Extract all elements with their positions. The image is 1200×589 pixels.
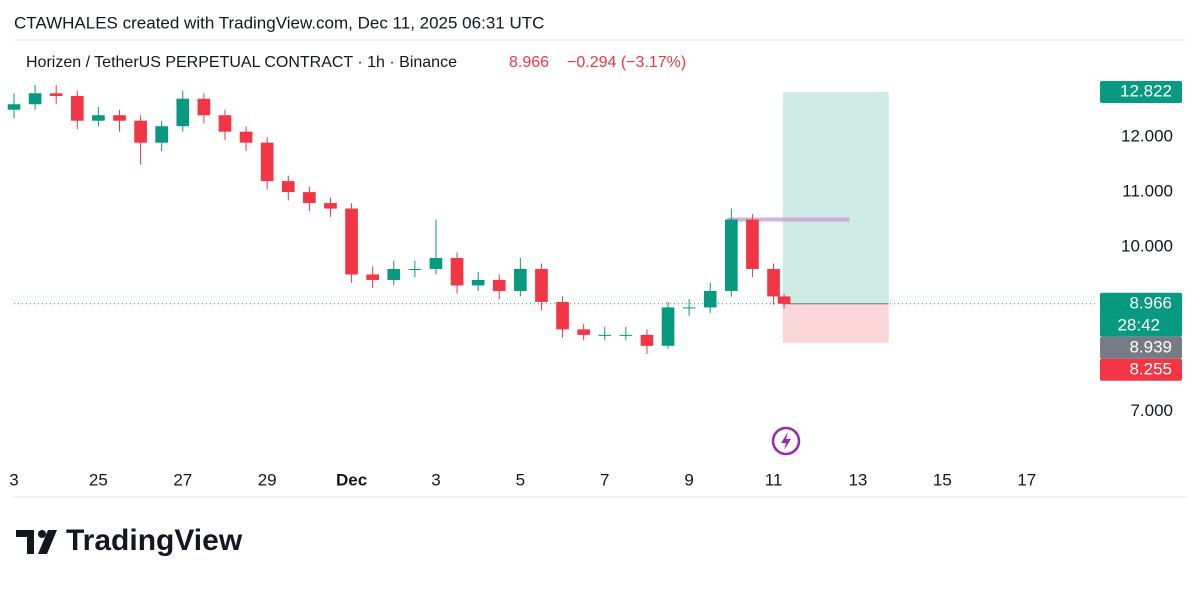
candle-body [7, 104, 21, 110]
price-countdown: 28:42 [1117, 315, 1160, 334]
candle-body [450, 257, 464, 286]
candle-body [218, 115, 232, 132]
y-tick-label: 11.000 [1122, 182, 1173, 201]
candle-body [682, 307, 696, 309]
candle-body [598, 334, 612, 336]
price-label: 8.255 [1129, 359, 1172, 378]
candle-body [471, 279, 485, 286]
legend-price: 8.966 [509, 54, 549, 71]
price-label-box [1100, 292, 1182, 337]
candle-body [281, 181, 295, 193]
price-label: 8.939 [1129, 337, 1172, 356]
x-tick-label: 27 [173, 470, 192, 489]
candle-body [556, 301, 569, 330]
legend-title: Horizen / TetherUS PERPETUAL CONTRACT · … [26, 54, 457, 71]
candle-body [134, 120, 147, 143]
candle-body [366, 274, 379, 280]
candle-body [661, 307, 675, 346]
candle-body [703, 290, 717, 308]
candle-body [324, 203, 337, 209]
candle-body [239, 131, 253, 143]
candle-body [49, 93, 63, 97]
x-tick-label: 9 [684, 470, 693, 489]
candle-body [767, 268, 780, 297]
candle-body [176, 98, 190, 127]
candle-body [387, 268, 401, 280]
y-tick-label: 10.000 [1121, 236, 1173, 255]
candle-body [429, 257, 443, 269]
price-label: 12.822 [1120, 82, 1172, 101]
price-label-box [1100, 81, 1182, 104]
price-label-box [1100, 358, 1182, 381]
candle-body [92, 115, 105, 121]
legend-change: −0.294 (−3.17%) [567, 54, 686, 71]
candle-body [345, 208, 358, 275]
price-label-box [1100, 336, 1182, 359]
candle-body [777, 296, 791, 304]
candle-body [514, 268, 527, 291]
x-tick-label: Dec [336, 470, 367, 489]
x-tick-label: 11 [765, 470, 783, 489]
logo-mark [16, 530, 57, 554]
x-tick-label: 5 [516, 470, 525, 489]
candle-body [746, 219, 759, 269]
x-tick-label: 17 [1017, 470, 1036, 489]
candle-body [408, 268, 422, 270]
candle-body [619, 334, 633, 336]
y-tick-label: 7.000 [1130, 401, 1173, 420]
candle-body [535, 268, 548, 302]
candle-body [577, 329, 590, 335]
plot-area [7, 85, 1095, 355]
candle-body [492, 279, 506, 291]
y-tick-label: 12.000 [1121, 127, 1173, 146]
x-tick-label: 15 [933, 470, 952, 489]
footer-logo: TradingView [66, 524, 243, 557]
candle-body [70, 96, 84, 121]
x-tick-label: 3 [9, 470, 18, 489]
x-tick-label: 25 [89, 470, 108, 489]
x-tick-label: 13 [848, 470, 867, 489]
candle-body [640, 334, 654, 346]
target-zone [782, 92, 889, 304]
x-tick-label: 3 [431, 470, 440, 489]
candle-body [725, 219, 738, 291]
candle-body [260, 142, 274, 182]
price-label: 8.966 [1129, 293, 1172, 312]
alert-icon [771, 426, 801, 456]
x-tick-label: 29 [258, 470, 277, 489]
x-tick-label: 7 [600, 470, 609, 489]
candle-body [303, 192, 316, 204]
candle-body [197, 98, 211, 116]
candle-body [28, 93, 42, 105]
stop-zone [782, 303, 889, 343]
candle-body [113, 115, 126, 121]
header: CTAWHALES created with TradingView.com, … [14, 13, 544, 32]
candle-body [155, 126, 169, 143]
